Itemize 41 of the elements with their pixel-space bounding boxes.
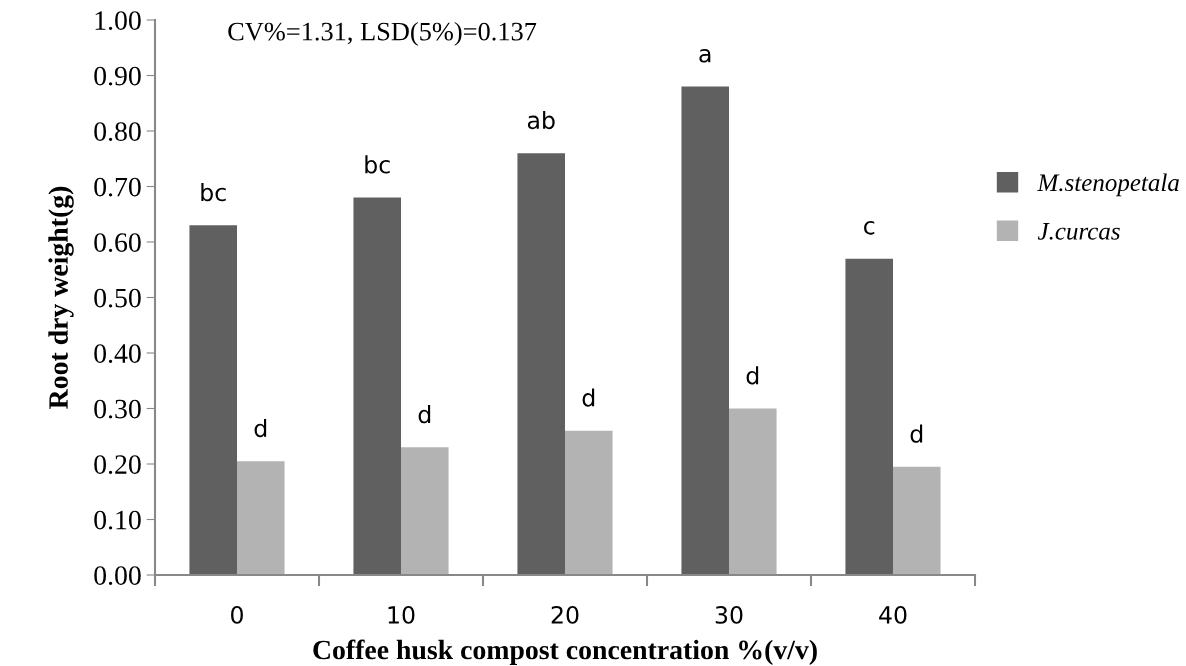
data-label: a	[699, 49, 711, 63]
legend-label: M.stenopetala	[1037, 173, 1179, 197]
y-tick-label: 0.70	[94, 177, 141, 197]
x-tick-label: 0	[231, 605, 243, 624]
data-label: d	[418, 405, 431, 424]
data-label: bc	[365, 155, 390, 174]
bar	[565, 430, 613, 575]
y-tick-label: 0.10	[94, 510, 141, 530]
data-label: d	[910, 424, 923, 443]
bar	[401, 447, 449, 575]
bar	[517, 153, 565, 575]
bar	[237, 461, 285, 575]
x-tick-label: 20	[551, 605, 579, 624]
x-tick-label: 40	[879, 605, 907, 624]
y-tick-label: 0.40	[94, 344, 141, 364]
data-label: d	[746, 366, 759, 385]
data-label: ab	[527, 110, 555, 130]
y-tick-label: 1.00	[95, 11, 141, 31]
bar	[893, 466, 941, 575]
y-tick-label: 0.30	[94, 399, 141, 419]
data-label: d	[582, 388, 595, 407]
x-tick-label: 10	[388, 605, 415, 624]
x-axis-title: Coffee husk compost concentration %(v/v)	[313, 639, 817, 665]
legend-label: J.curcas	[1037, 223, 1120, 240]
data-label: d	[254, 418, 267, 438]
data-label: bc	[201, 183, 226, 202]
y-tick-label: 0.60	[94, 233, 141, 253]
bar	[353, 197, 401, 575]
y-axis-title: Root dry weight(g)	[48, 186, 74, 409]
y-tick-label: 0.00	[94, 566, 141, 586]
x-tick-label: 30	[715, 605, 743, 624]
y-tick-label: 0.90	[94, 66, 141, 86]
bar	[845, 258, 893, 575]
y-tick-label: 0.80	[94, 122, 141, 142]
bar	[189, 225, 237, 575]
data-label: c	[864, 221, 875, 235]
y-tick-label: 0.50	[94, 288, 141, 308]
annotation: CV%=1.31, LSD(5%)=0.137	[228, 21, 537, 46]
bar	[729, 408, 777, 575]
y-tick-label: 0.20	[94, 455, 141, 475]
bar	[681, 86, 729, 575]
